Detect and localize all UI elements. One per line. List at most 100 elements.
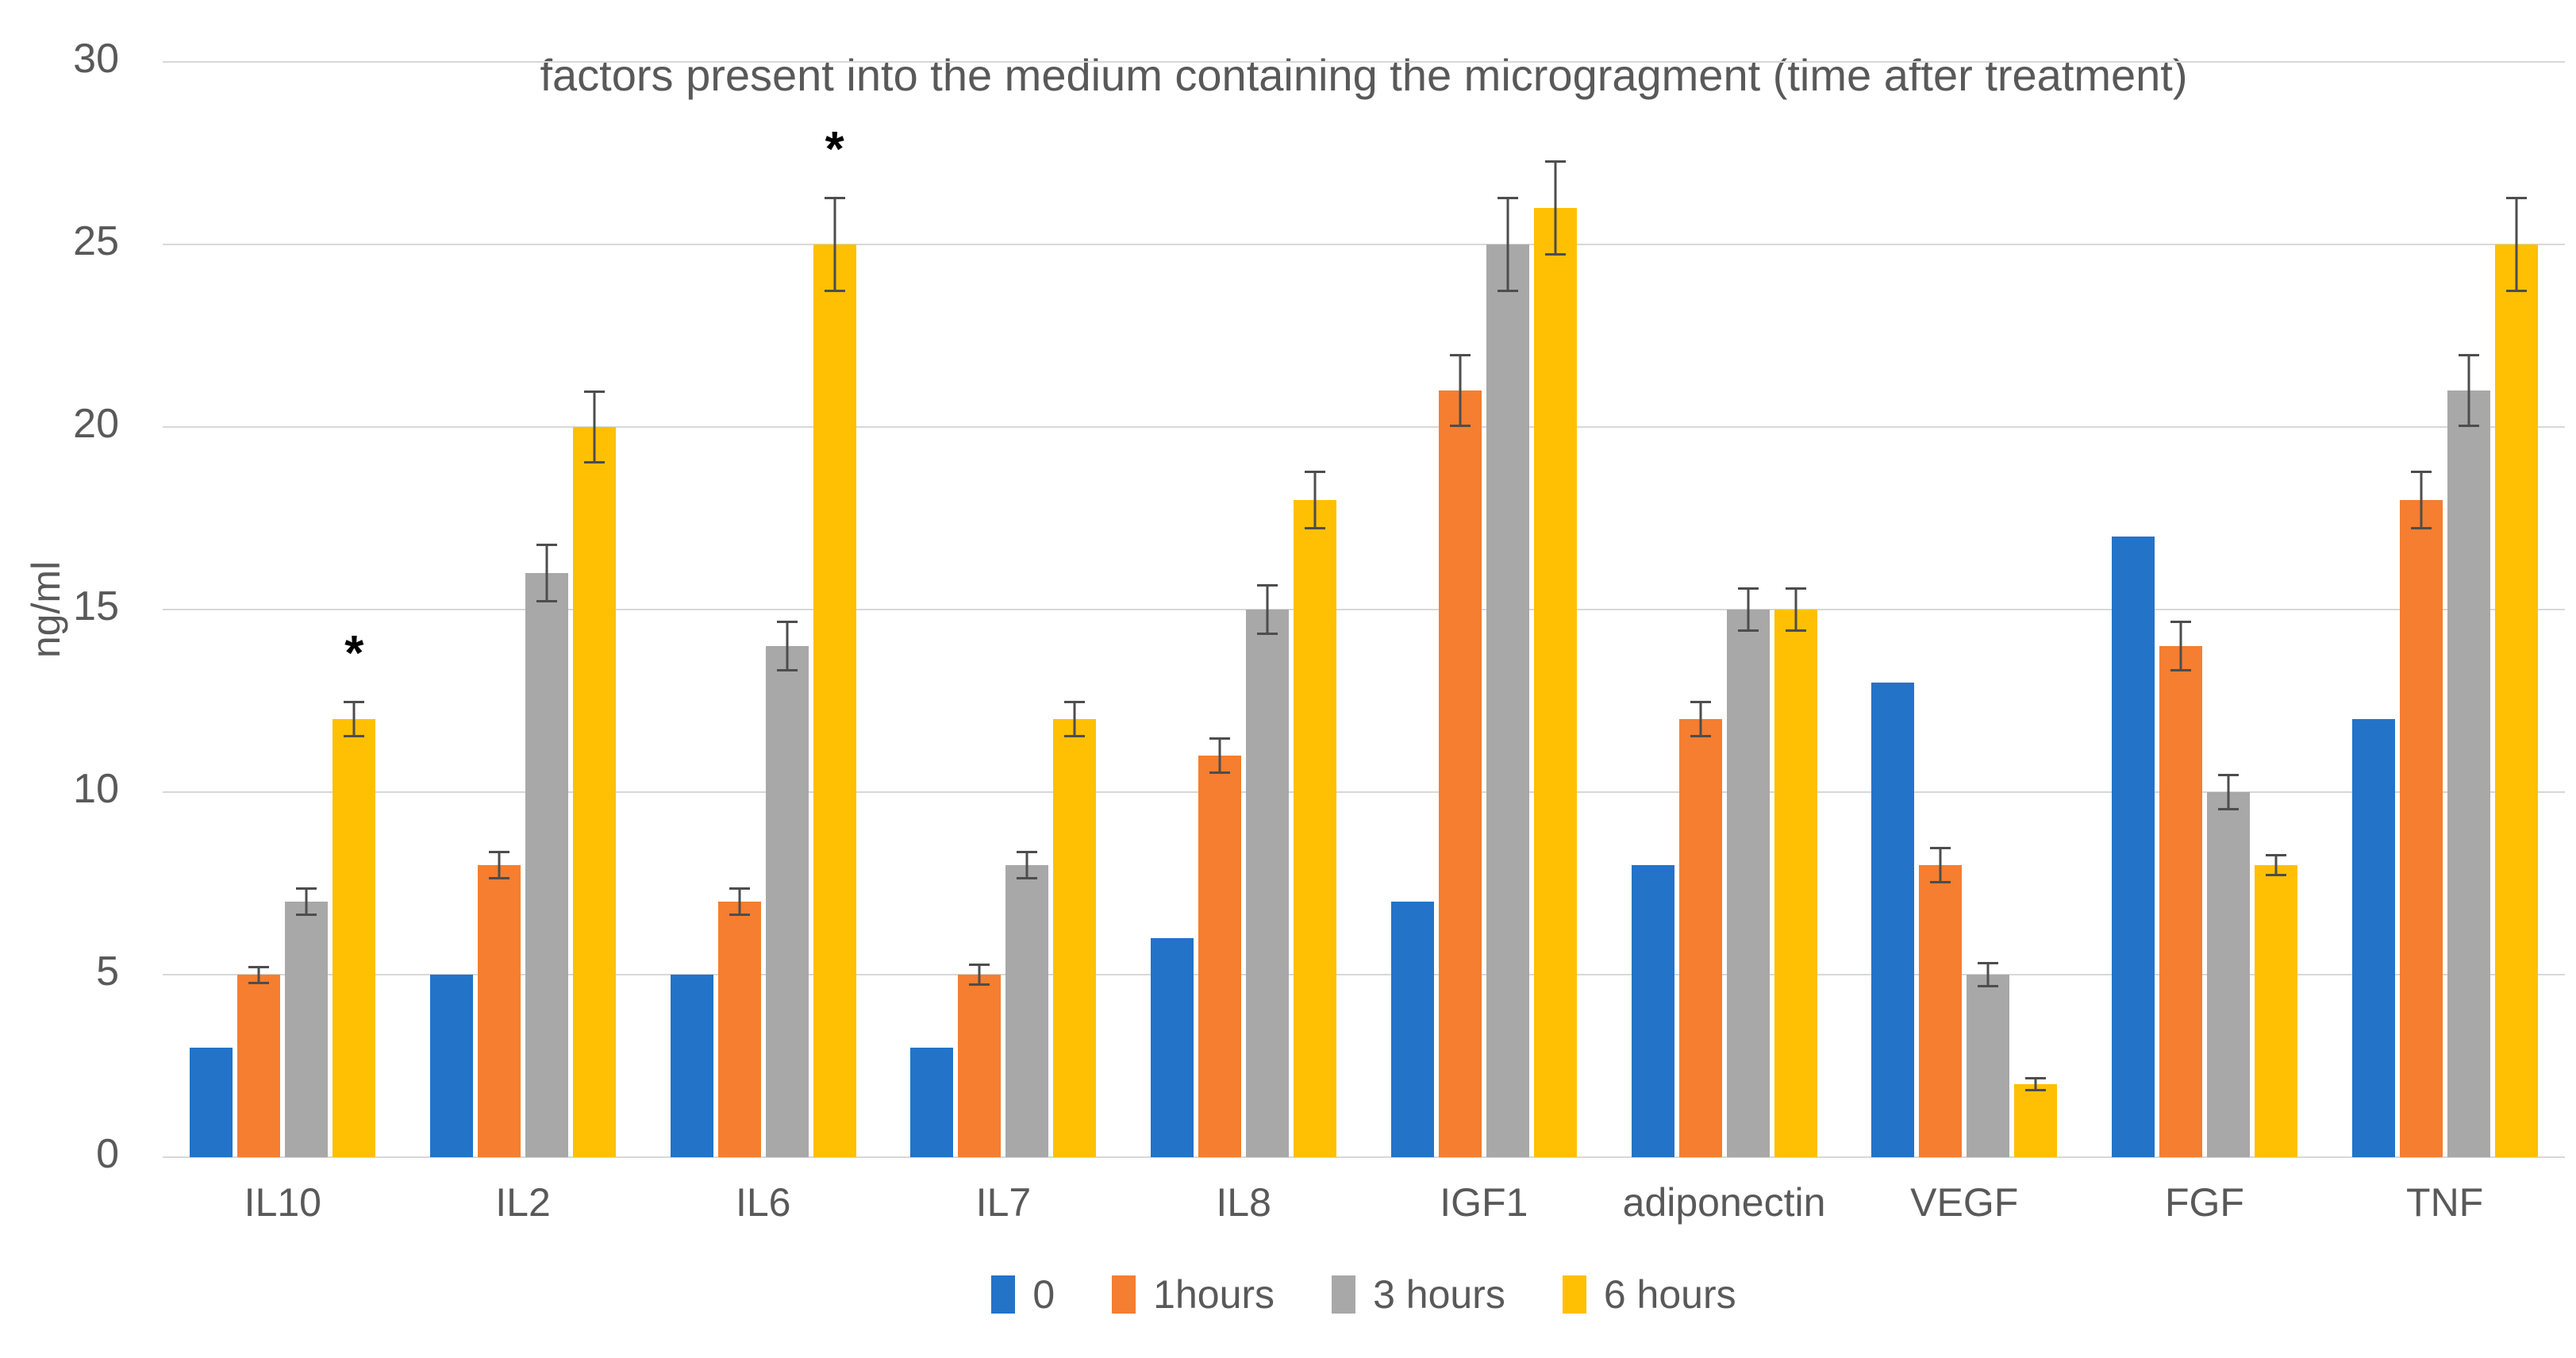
legend-label: 6 hours xyxy=(1603,1272,1736,1317)
bar xyxy=(765,646,809,1157)
error-bar xyxy=(333,701,375,737)
legend-item: 6 hours xyxy=(1562,1271,1736,1318)
legend-item: 1hours xyxy=(1112,1271,1275,1318)
legend-swatch xyxy=(1562,1275,1586,1314)
h-gridline xyxy=(163,609,2565,610)
bar xyxy=(1151,938,1194,1157)
x-category-label: TNF xyxy=(2406,1180,2484,1225)
x-category-label: IGF1 xyxy=(1440,1180,1528,1225)
error-bar xyxy=(1246,583,1289,636)
error-bar xyxy=(1294,471,1336,529)
h-gridline xyxy=(163,974,2565,975)
error-bar xyxy=(718,887,761,917)
bar xyxy=(1774,610,1817,1157)
error-bar xyxy=(1439,354,1482,427)
bar xyxy=(910,1048,954,1157)
error-bar xyxy=(1198,737,1241,774)
chart-title: factors present into the medium containi… xyxy=(540,50,2188,100)
bar xyxy=(2159,646,2202,1157)
y-tick-label: 20 xyxy=(73,401,119,447)
bar xyxy=(670,975,713,1157)
bar xyxy=(1390,902,1434,1157)
error-bar xyxy=(478,850,521,880)
bar xyxy=(2447,390,2490,1157)
y-tick-label: 5 xyxy=(96,948,119,994)
bar xyxy=(2399,500,2443,1157)
bar xyxy=(717,902,761,1157)
error-bar xyxy=(2495,197,2538,292)
error-bar xyxy=(2207,774,2250,810)
bar xyxy=(2111,537,2155,1157)
legend-item: 3 hours xyxy=(1332,1271,1505,1318)
error-bar xyxy=(2447,354,2490,427)
error-bar xyxy=(1486,197,1529,292)
error-bar xyxy=(525,544,568,602)
error-bar xyxy=(1005,850,1048,880)
bar xyxy=(2014,1084,2058,1157)
bar xyxy=(333,719,376,1157)
error-bar xyxy=(813,197,856,292)
significance-asterisk: * xyxy=(825,122,844,178)
error-bar xyxy=(2014,1076,2057,1092)
error-bar xyxy=(1774,587,1817,632)
x-category-label: IL8 xyxy=(1216,1180,1271,1225)
error-bar xyxy=(766,620,809,672)
error-bar xyxy=(2400,471,2443,529)
bar xyxy=(813,244,856,1157)
x-category-label: VEGF xyxy=(1910,1180,2019,1225)
h-gridline xyxy=(163,244,2565,245)
h-gridline xyxy=(163,426,2565,428)
h-gridline xyxy=(163,1156,2565,1158)
y-tick-label: 25 xyxy=(73,218,119,264)
bar xyxy=(2351,719,2395,1157)
bar xyxy=(1919,865,1963,1157)
bar xyxy=(1967,975,2010,1157)
bar xyxy=(2494,244,2538,1157)
legend-label: 3 hours xyxy=(1373,1272,1505,1317)
y-tick-label: 10 xyxy=(73,766,119,812)
y-tick-label: 15 xyxy=(73,583,119,629)
error-bar xyxy=(1727,587,1770,632)
legend-swatch xyxy=(1112,1275,1136,1314)
x-category-label: adiponectin xyxy=(1622,1180,1826,1225)
y-tick-label: 0 xyxy=(96,1131,119,1177)
h-gridline xyxy=(163,61,2565,63)
error-bar xyxy=(1967,961,2009,988)
significance-asterisk: * xyxy=(344,626,364,681)
x-category-label: IL10 xyxy=(244,1180,321,1225)
legend-label: 1hours xyxy=(1153,1272,1275,1317)
bar xyxy=(1871,683,1915,1157)
legend-label: 0 xyxy=(1032,1272,1055,1317)
error-bar xyxy=(2159,620,2202,672)
error-bar xyxy=(1534,160,1577,256)
bar xyxy=(2206,792,2250,1157)
error-bar xyxy=(2255,854,2297,876)
x-category-label: IL2 xyxy=(495,1180,551,1225)
bar xyxy=(958,975,1002,1157)
legend-swatch xyxy=(991,1275,1016,1314)
error-bar xyxy=(285,887,328,917)
bar xyxy=(1631,865,1674,1157)
bar xyxy=(237,975,281,1157)
bar xyxy=(1486,244,1529,1157)
bar xyxy=(1198,756,1242,1157)
bar xyxy=(1053,719,1097,1157)
y-tick-label: 30 xyxy=(73,36,119,82)
error-bar xyxy=(1919,847,1962,883)
legend: 0 1hours 3 hours 6 hours xyxy=(163,1271,2565,1318)
error-bar xyxy=(1053,701,1096,737)
bar xyxy=(2254,865,2297,1157)
bar xyxy=(190,1048,233,1157)
bar xyxy=(1294,500,1337,1157)
bar xyxy=(285,902,329,1157)
bar xyxy=(1246,610,1290,1157)
error-bar xyxy=(958,964,1001,986)
bar xyxy=(573,427,617,1157)
error-bar xyxy=(1679,701,1722,737)
error-bar xyxy=(237,965,280,984)
bar xyxy=(525,573,569,1157)
error-bar xyxy=(573,390,616,464)
x-category-label: IL7 xyxy=(975,1180,1032,1225)
bar xyxy=(1438,390,1482,1157)
